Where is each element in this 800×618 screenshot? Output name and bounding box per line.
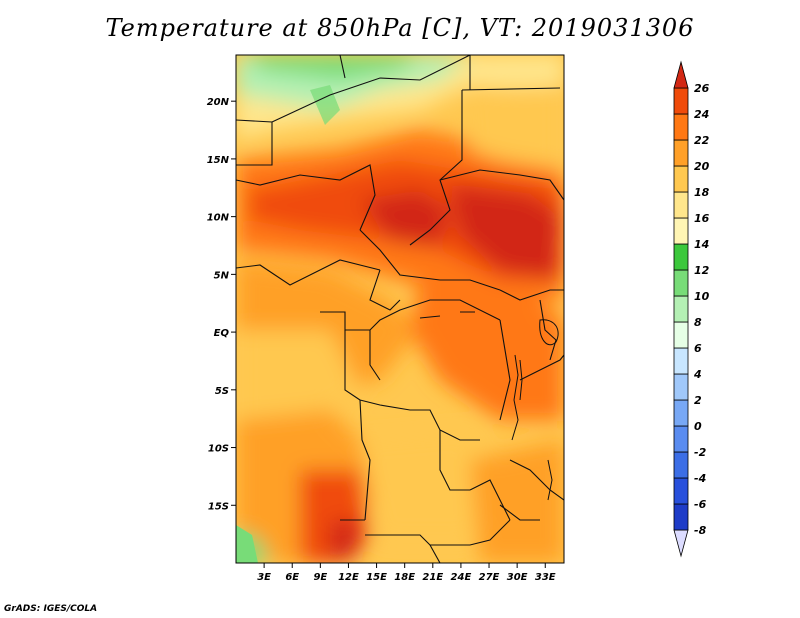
lat-tick-label: 15N: [207, 155, 230, 166]
temperature-field: [236, 55, 564, 563]
lat-tick-label: 5N: [214, 270, 230, 281]
colorbar-label: -8: [694, 524, 707, 537]
colorbar-swatch: [673, 269, 689, 297]
colorbar-label: 12: [694, 264, 710, 277]
map-frame: [235, 54, 565, 564]
colorbar-label: 4: [693, 368, 702, 381]
colorbar-label: 6: [694, 342, 702, 355]
lat-tick-label: 10N: [207, 213, 230, 224]
colorbar-label: -4: [694, 472, 706, 485]
colorbar-label: 20: [694, 160, 710, 173]
colorbar-swatch: [673, 399, 689, 427]
colorbar-swatch: [673, 425, 689, 453]
lon-tick-label: 18E: [394, 572, 415, 583]
colorbar-swatch: [673, 321, 689, 349]
colorbar-swatch: [673, 139, 689, 167]
lon-tick-label: 21E: [422, 572, 443, 583]
colorbar-label: 8: [694, 316, 702, 329]
colorbar-swatch: [673, 295, 689, 323]
lon-tick-label: 33E: [535, 572, 556, 583]
lon-tick-label: 27E: [479, 572, 500, 583]
colorbar-swatch: [673, 451, 689, 479]
lakes: [419, 311, 559, 501]
grads-credit: GrADS: IGES/COLA: [4, 604, 98, 614]
latitude-axis: 20N 15N 10N 5N EQ 5S 10S 15S: [207, 97, 236, 512]
colorbar-label: 24: [694, 108, 709, 121]
colorbar-label: 2: [694, 394, 702, 407]
colorbar-swatch: [673, 165, 689, 193]
chart-title: Temperature at 850hPa [C], VT: 201903130…: [105, 14, 695, 42]
lon-tick-label: 9E: [313, 572, 327, 583]
lon-tick-label: 3E: [257, 572, 271, 583]
colorbar-swatch: [673, 243, 689, 271]
colorbar-label: -2: [694, 446, 707, 459]
colorbar-label: 0: [694, 420, 702, 433]
longitude-axis: 3E 6E 9E 12E 15E 18E 21E 24E 27E 30E 33E: [257, 563, 556, 583]
colorbar-swatch: [673, 87, 689, 115]
colorbar-max-triangle: [673, 60, 689, 89]
colorbar-label: 22: [694, 134, 710, 147]
colorbar-swatch: [673, 191, 689, 219]
colorbar-label: 16: [694, 212, 710, 225]
lon-tick-label: 6E: [285, 572, 299, 583]
colorbar-swatch: [673, 113, 689, 141]
lat-tick-label: 20N: [207, 97, 230, 108]
colorbar-swatch: [673, 477, 689, 505]
colorbar-swatch: [673, 217, 689, 245]
lat-tick-label: 5S: [215, 386, 229, 397]
colorbar-min-triangle: [673, 529, 689, 558]
lat-tick-label: 10S: [208, 444, 229, 455]
colorbar-label: 10: [694, 290, 710, 303]
colorbar-label: -6: [694, 498, 707, 511]
lon-tick-label: 24E: [451, 572, 472, 583]
colorbar-swatch: [673, 503, 689, 531]
lat-tick-label: EQ: [214, 328, 230, 339]
colorbar-label: 26: [694, 82, 710, 95]
colorbar-swatch: [673, 373, 689, 401]
colorbar-label: 18: [694, 186, 710, 199]
lat-tick-label: 15S: [208, 501, 229, 512]
lon-tick-label: 15E: [366, 572, 387, 583]
colorbar-swatch: [673, 347, 689, 375]
colorbar-label: 14: [694, 238, 709, 251]
lon-tick-label: 30E: [507, 572, 528, 583]
lon-tick-label: 12E: [338, 572, 359, 583]
country-borders: [236, 55, 564, 563]
